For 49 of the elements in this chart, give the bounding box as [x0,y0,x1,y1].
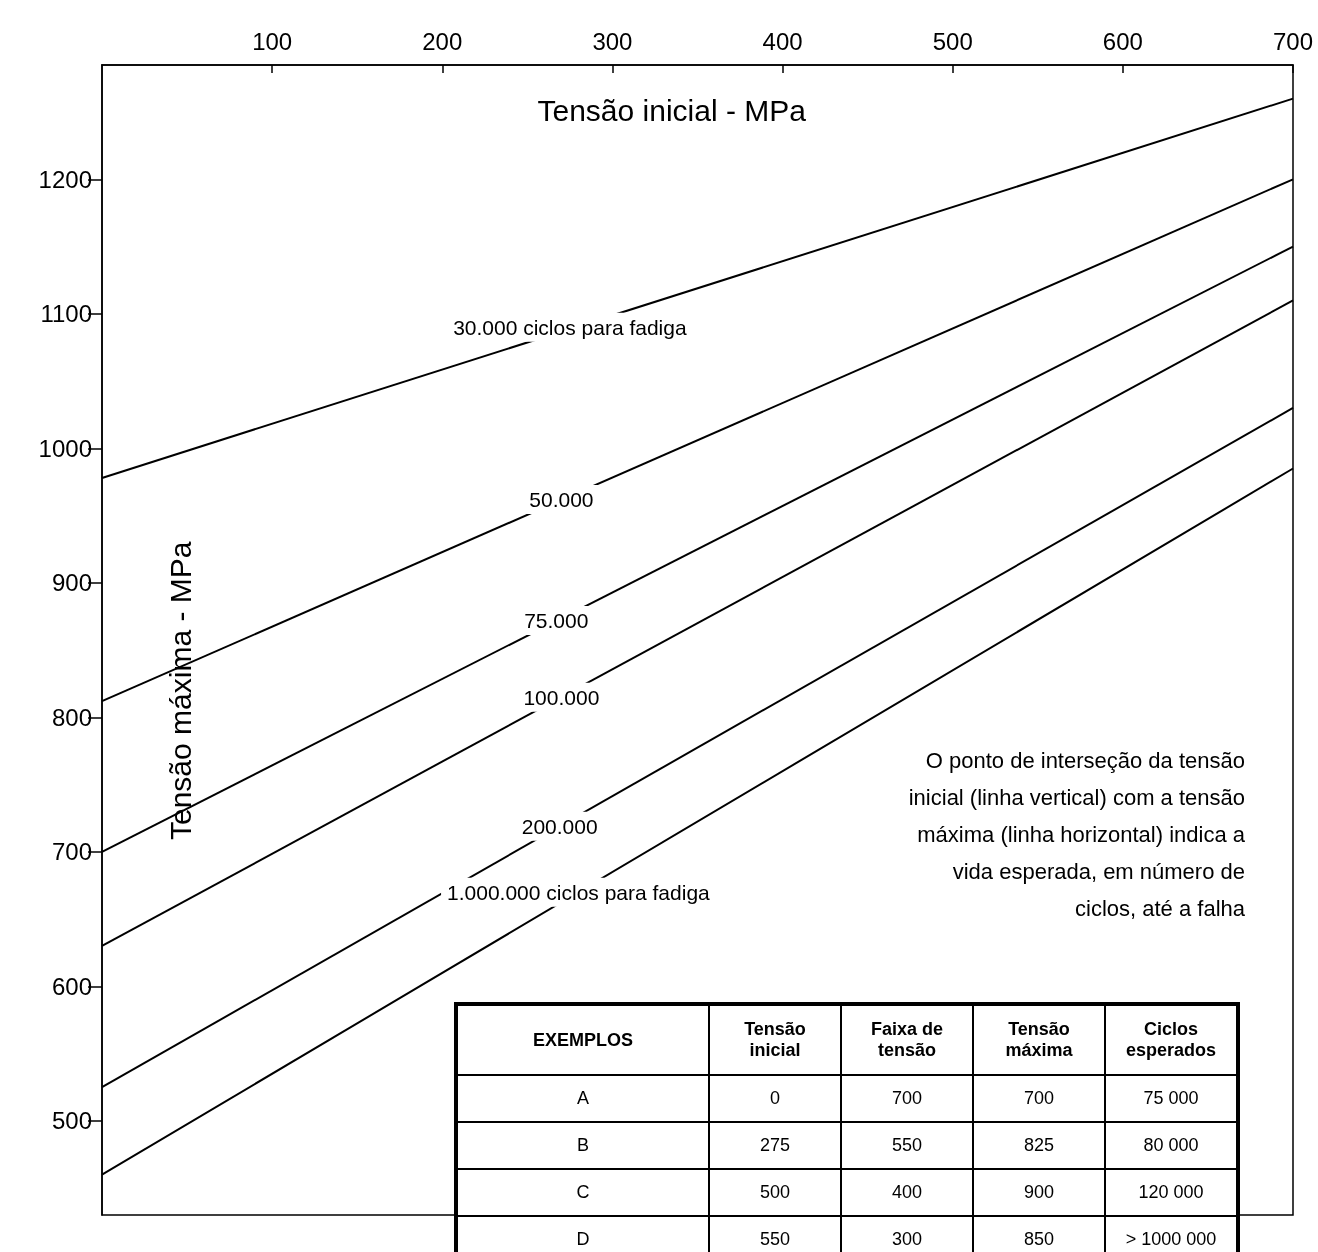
x-tick-label: 600 [1102,27,1143,55]
x-tick-label: 300 [592,27,633,55]
annotation: 50.000 [529,487,594,511]
annotation: O ponto de interseção da tensão inicial (linha vertical) com a tensão máxima (linha horizontal) indica a vida esperada, em número de ciclos, até a falha [907,747,1245,923]
text: 825 [1023,1135,1054,1155]
y-tick-label: 1100 [40,300,92,328]
category-label: Tensão inicial [708,1004,841,1075]
text: 400 [891,1182,922,1202]
text: 700 [1023,1088,1054,1108]
text: 75 000 [1143,1088,1199,1108]
text: 300 [891,1229,922,1249]
x-tick-label: 200 [422,27,463,55]
x-tick-label: 100 [252,27,293,55]
text: 0 [769,1088,780,1108]
text: B [576,1135,589,1155]
category-label: EXEMPLOS [456,1004,709,1075]
annotation: 100.000 [523,685,600,709]
y-tick-label: 1200 [38,165,92,193]
text: D [576,1229,590,1249]
y-tick-label: 900 [51,569,92,597]
annotation: 30.000 ciclos para fadiga [453,315,687,339]
x-tick-label: 400 [762,27,803,55]
text: 550 [891,1135,922,1155]
text: 275 [759,1135,790,1155]
y-tick-label: 800 [51,703,92,731]
text: 550 [759,1229,790,1249]
text: C [576,1182,590,1202]
x-tick-label: 500 [932,27,973,55]
y-tick-label: 500 [51,1107,92,1135]
text: 80 000 [1143,1135,1199,1155]
text: 850 [1023,1229,1054,1249]
annotation: 1.000.000 ciclos para fadiga [447,880,711,904]
text: 700 [891,1088,922,1108]
text: > 1000 000 [1125,1229,1217,1249]
annotation: 75.000 [524,609,589,632]
category-label: Ciclos esperados [1104,1004,1238,1075]
y-tick-label: 1000 [38,434,92,462]
y-tick-label: 700 [51,838,92,866]
y-axis-title: Tensão máxima - MPa [163,541,197,840]
text: 900 [1023,1182,1054,1202]
x-axis-title: Tensão inicial - MPa [537,93,807,127]
text: 120 000 [1138,1182,1204,1202]
text: A [576,1088,589,1108]
annotation: 200.000 [521,814,598,838]
y-tick-label: 600 [51,972,92,1000]
text: 500 [759,1182,790,1202]
x-tick-label: 700 [1272,27,1314,55]
category-label: Tensão máxima [972,1004,1105,1075]
category-label: Faixa de tensão [840,1004,973,1075]
